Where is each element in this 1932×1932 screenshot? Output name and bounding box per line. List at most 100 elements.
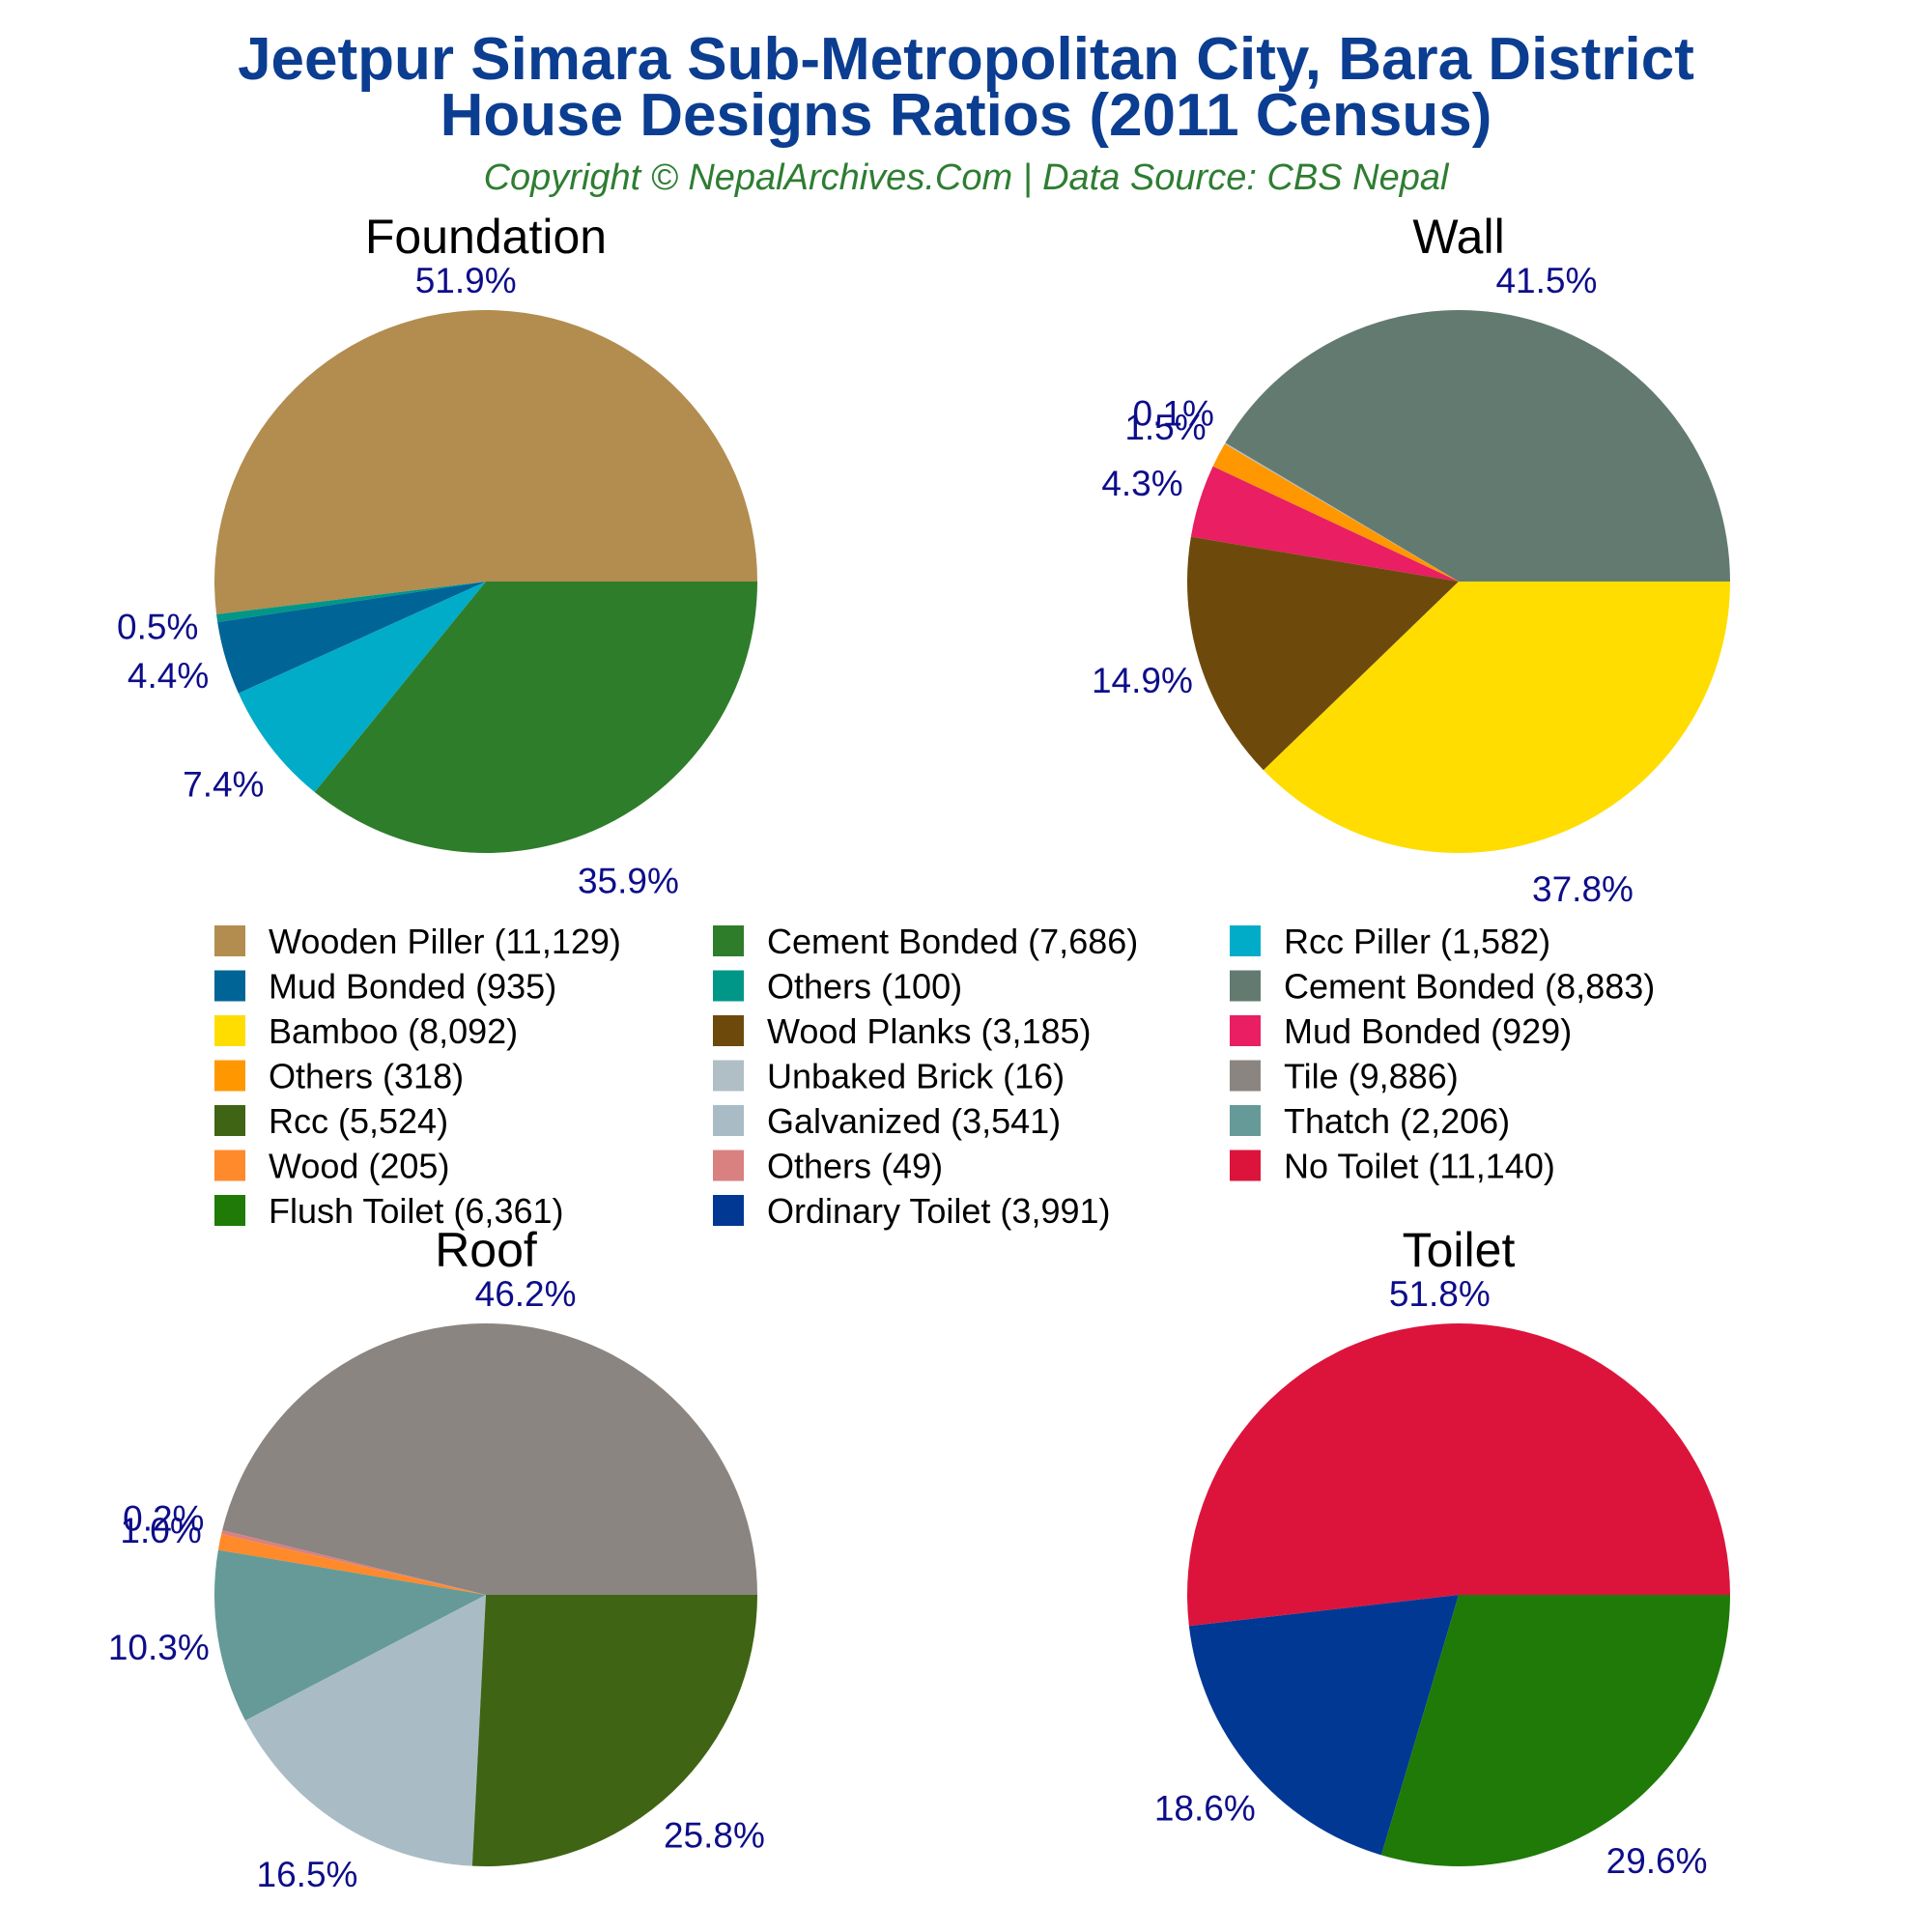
percent-label: 14.9% — [1092, 661, 1193, 700]
legend-item: Galvanized (3,541) — [713, 1101, 1061, 1141]
legend-item: Cement Bonded (7,686) — [713, 922, 1138, 961]
legend-item: No Toilet (11,140) — [1230, 1147, 1555, 1186]
chart-title-line2: House Designs Ratios (2011 Census) — [440, 82, 1492, 149]
percent-label: 16.5% — [257, 1855, 358, 1894]
percent-label: 7.4% — [183, 764, 264, 804]
legend-swatch — [1230, 1015, 1261, 1046]
legend-item: Ordinary Toilet (3,991) — [713, 1191, 1111, 1231]
slice-cement-bonded — [1225, 309, 1730, 582]
pie-wall: 41.5% 0.1%1.5% 4.3% 14.9% 37.8% Wall — [1092, 210, 1730, 909]
percent-label: 0.5% — [117, 607, 198, 646]
legend-swatch — [713, 970, 744, 1002]
percent-label: 51.9% — [415, 261, 517, 300]
legend-label: Mud Bonded (935) — [269, 967, 556, 1007]
legend-label: Mud Bonded (929) — [1284, 1011, 1572, 1051]
legend-label: Wood (205) — [269, 1147, 449, 1186]
legend-swatch — [214, 1060, 245, 1092]
chart-subtitle: Copyright © NepalArchives.Com | Data Sou… — [484, 157, 1450, 198]
legend-item: Unbaked Brick (16) — [713, 1057, 1065, 1096]
percent-label: 35.9% — [578, 862, 679, 901]
legend-swatch — [713, 925, 744, 956]
legend-item: Wood (205) — [214, 1147, 449, 1186]
legend-label: Thatch (2,206) — [1284, 1101, 1510, 1141]
legend-label: Tile (9,886) — [1284, 1057, 1459, 1096]
legend-swatch — [713, 1060, 744, 1092]
slice-rcc — [471, 1595, 757, 1867]
slice-no-toilet — [1187, 1323, 1730, 1627]
legend-swatch — [1230, 1060, 1261, 1092]
legend-label: Unbaked Brick (16) — [767, 1057, 1065, 1096]
legend-item: Thatch (2,206) — [1230, 1101, 1510, 1141]
slice-wood-planks — [1187, 536, 1459, 771]
legend-item: Others (49) — [713, 1147, 943, 1186]
legend-swatch — [713, 1105, 744, 1136]
slice-mud-bonded — [217, 582, 487, 694]
legend-swatch — [214, 1015, 245, 1046]
legend-swatch — [713, 1015, 744, 1046]
legend-label: Wooden Piller (11,129) — [269, 922, 621, 961]
percent-label: 51.8% — [1389, 1274, 1491, 1314]
pie-title: Toilet — [1403, 1223, 1516, 1277]
percent-label: 0.2% — [123, 1499, 204, 1539]
legend-swatch — [214, 1150, 245, 1181]
legend-item: Wood Planks (3,185) — [713, 1011, 1092, 1051]
percent-label: 46.2% — [475, 1274, 577, 1314]
legend-item: Cement Bonded (8,883) — [1230, 967, 1655, 1007]
legend-swatch — [1230, 1105, 1261, 1136]
percent-label: 10.3% — [108, 1628, 210, 1667]
chart-title-line1: Jeetpur Simara Sub-Metropolitan City, Ba… — [238, 26, 1694, 93]
percent-label: 18.6% — [1154, 1789, 1256, 1829]
legend-swatch — [1230, 925, 1261, 956]
legend-label: Cement Bonded (7,686) — [767, 922, 1138, 961]
legend-swatch — [214, 1195, 245, 1226]
percent-label: 1.0% — [120, 1511, 201, 1550]
legend-label: Flush Toilet (6,361) — [269, 1191, 564, 1231]
legend-item: Bamboo (8,092) — [214, 1011, 518, 1051]
percent-label: 0.1% — [1133, 393, 1214, 433]
slice-others — [221, 1530, 486, 1595]
legend-label: Others (49) — [767, 1147, 943, 1186]
legend-item: Tile (9,886) — [1230, 1057, 1459, 1096]
slice-galvanized — [244, 1595, 486, 1866]
legend-item: Others (100) — [713, 967, 962, 1007]
legend-item: Mud Bonded (929) — [1230, 1011, 1572, 1051]
legend-swatch — [214, 1105, 245, 1136]
pie-roof: 46.2% 0.2%1.0% 10.3% 16.5% 25.8% Roof — [108, 1223, 765, 1894]
slice-thatch — [214, 1549, 487, 1721]
slice-flush-toilet — [1380, 1595, 1730, 1867]
legend-swatch — [713, 1150, 744, 1181]
legend-swatch — [713, 1195, 744, 1226]
pie-title: Roof — [435, 1223, 537, 1277]
legend-label: Bamboo (8,092) — [269, 1011, 518, 1051]
percent-label: 1.5% — [1124, 408, 1206, 447]
pie-title: Foundation — [365, 210, 607, 264]
percent-label: 4.3% — [1101, 464, 1182, 503]
slice-others — [1212, 443, 1459, 582]
legend-item: Others (318) — [214, 1057, 464, 1096]
legend-label: No Toilet (11,140) — [1284, 1147, 1555, 1186]
slice-wooden-piller — [213, 309, 758, 614]
slice-unbaked-brick — [1224, 442, 1459, 582]
pie-charts: 51.9% 0.5% 4.4% 7.4% 35.9% Foundation 41.5% 0.1… — [108, 210, 1730, 1894]
legend-label: Rcc Piller (1,582) — [1284, 922, 1550, 961]
legend-item: Flush Toilet (6,361) — [214, 1191, 564, 1231]
pie-foundation: 51.9% 0.5% 4.4% 7.4% 35.9% Foundation — [117, 210, 758, 901]
slice-bamboo — [1263, 582, 1730, 854]
legend-label: Galvanized (3,541) — [767, 1101, 1061, 1141]
legend-label: Ordinary Toilet (3,991) — [767, 1191, 1111, 1231]
legend-item: Rcc Piller (1,582) — [1230, 922, 1550, 961]
slice-cement-bonded — [314, 582, 757, 854]
slice-wood — [217, 1534, 487, 1595]
legend-item: Wooden Piller (11,129) — [214, 922, 621, 961]
slice-ordinary-toilet — [1188, 1595, 1459, 1856]
legend-label: Cement Bonded (8,883) — [1284, 967, 1655, 1007]
pie-title: Wall — [1412, 210, 1504, 264]
legend-label: Wood Planks (3,185) — [767, 1011, 1092, 1051]
percent-label: 29.6% — [1606, 1841, 1708, 1881]
percent-label: 4.4% — [128, 656, 209, 696]
slice-rcc-piller — [238, 582, 486, 793]
slice-mud-bonded — [1190, 466, 1459, 582]
legend-swatch — [1230, 970, 1261, 1002]
legend-item: Rcc (5,524) — [214, 1101, 448, 1141]
